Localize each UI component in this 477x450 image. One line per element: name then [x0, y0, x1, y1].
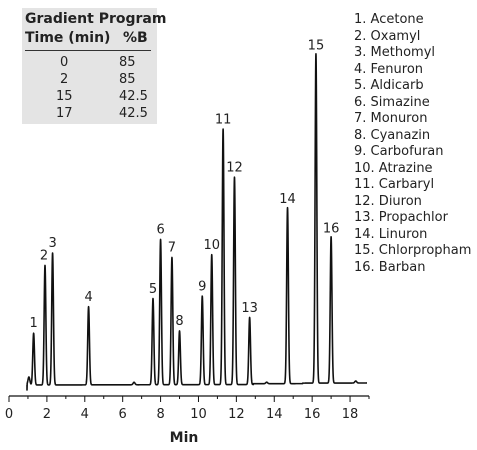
table-cell-percent-b: 85 [119, 55, 136, 70]
legend-item: 13. Propachlor [354, 210, 448, 225]
peak-label: 11 [215, 112, 232, 127]
x-tick-label: 12 [228, 407, 245, 422]
peak-label: 12 [226, 161, 243, 176]
legend-item: 14. Linuron [354, 226, 428, 242]
peak-label: 7 [168, 241, 176, 256]
x-tick-label: 16 [304, 407, 321, 422]
legend-item: 5. Aldicarb [354, 78, 424, 93]
table-divider [25, 50, 151, 51]
peak-label: 16 [323, 222, 340, 237]
x-axis-label: Min [170, 430, 199, 446]
table-cell-percent-b: 42.5 [119, 106, 148, 121]
chromatogram-trace [26, 52, 368, 391]
x-tick-label: 0 [5, 407, 13, 422]
peak-label: 8 [175, 314, 183, 329]
legend-item: 16. Barban [354, 259, 426, 275]
legend-item: 4. Fenuron [354, 61, 424, 77]
x-tick-label: 6 [119, 407, 127, 422]
legend-item: 10. Atrazine [354, 160, 433, 176]
legend-item: 11. Carbaryl [354, 177, 435, 192]
peak-label: 9 [198, 279, 206, 294]
table-cell-percent-b: 85 [119, 72, 136, 87]
x-tick-label: 8 [156, 407, 164, 422]
x-tick-label: 2 [43, 407, 51, 422]
legend-item: 2. Oxamyl [354, 28, 421, 44]
peak-label: 13 [241, 301, 258, 316]
legend-item: 9. Carbofuran [354, 144, 444, 159]
peak-label: 1 [29, 316, 37, 331]
x-tick-label: 18 [342, 407, 359, 422]
peak-label: 2 [40, 248, 48, 263]
peak-label: 4 [84, 290, 92, 305]
legend-item: 1. Acetone [354, 12, 424, 27]
legend-item: 15. Chlorpropham [354, 243, 472, 258]
percent-b-column-header: %B [123, 30, 148, 46]
x-tick-label: 4 [81, 407, 89, 422]
legend-item: 3. Methomyl [354, 45, 436, 60]
peak-label: 15 [308, 39, 325, 54]
peak-label: 14 [279, 192, 296, 207]
table-cell-time: 17 [56, 106, 73, 121]
gradient-program-table: Gradient Program Time (min) %B 0 85 2 85… [22, 8, 166, 124]
time-column-header: Time (min) [25, 30, 111, 46]
table-cell-time: 2 [60, 72, 69, 87]
x-axis: 0 2 4 6 8 10 12 14 16 18 [5, 395, 370, 422]
x-tick-label: 14 [266, 407, 283, 422]
table-cell-percent-b: 42.5 [119, 89, 148, 104]
peak-label: 5 [149, 282, 157, 297]
peak-label: 6 [156, 223, 164, 238]
legend-item: 7. Monuron [354, 111, 428, 126]
table-cell-time: 15 [56, 89, 73, 104]
peak-label: 3 [48, 236, 56, 251]
legend-item: 12. Diuron [354, 193, 422, 209]
legend-item: 8. Cyanazin [354, 127, 431, 143]
legend-item: 6. Simazine [354, 94, 430, 110]
peak-label: 10 [203, 238, 220, 253]
table-cell-time: 0 [60, 55, 69, 70]
x-tick-label: 10 [190, 407, 207, 422]
gradient-program-title: Gradient Program [25, 11, 167, 27]
